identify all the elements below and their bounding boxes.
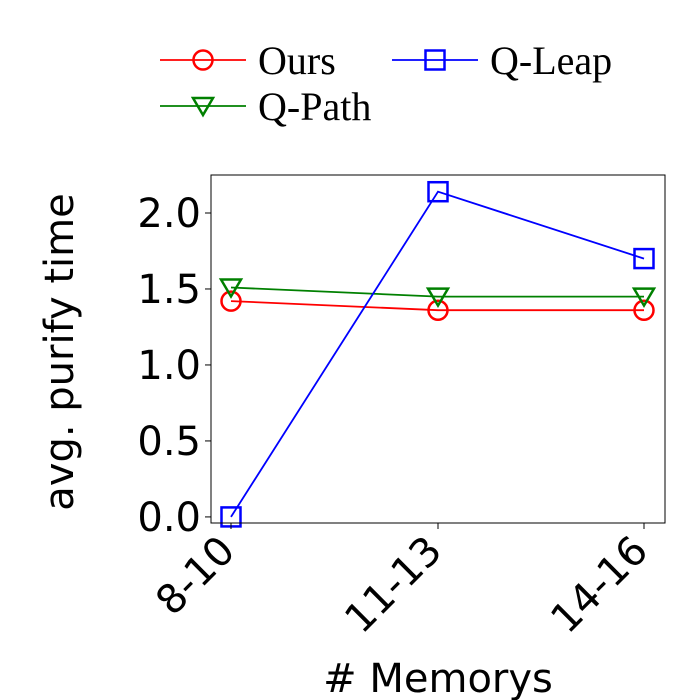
legend: Ours Q-Leap Q-Path — [160, 38, 612, 129]
series-line-ours — [230, 300, 644, 312]
x-tick-label: 11-13 — [336, 528, 451, 643]
y-tick-label: 1.5 — [137, 267, 201, 313]
legend-marker — [424, 49, 446, 71]
y-axis-label: avg. purify time — [37, 193, 83, 510]
y-axis: 0.0 0.5 1.0 1.5 2.0 — [137, 191, 211, 541]
series-line-q-leap — [230, 190, 645, 518]
legend-marker — [190, 96, 216, 118]
legend-label: Q-Leap — [490, 38, 612, 83]
y-tick-label: 0.0 — [137, 495, 201, 541]
legend-item-ours: Ours — [160, 38, 336, 83]
legend-label: Q-Path — [258, 84, 371, 129]
legend-item-q-path: Q-Path — [160, 84, 371, 129]
data-point-q-path — [631, 287, 657, 309]
x-axis: 8-10 11-13 14-16 — [147, 523, 657, 642]
y-tick-label: 2.0 — [137, 191, 201, 237]
data-point-ours — [633, 299, 655, 321]
plot-frame — [210, 174, 666, 524]
data-point-ours — [427, 299, 449, 321]
data-point-q-path — [218, 278, 244, 299]
legend-item-q-leap: Q-Leap — [392, 38, 612, 83]
y-tick-label: 0.5 — [137, 419, 201, 465]
x-tick-label: 14-16 — [542, 528, 657, 643]
data-point-q-leap — [633, 247, 655, 270]
legend-label: Ours — [258, 38, 336, 83]
plot-area — [210, 174, 666, 528]
y-tick-label: 1.0 — [137, 343, 201, 389]
series-line-q-path — [230, 286, 644, 298]
x-axis-label: # Memorys — [323, 656, 553, 700]
x-tick-label: 8-10 — [147, 528, 244, 625]
data-point-q-path — [425, 287, 451, 309]
legend-marker — [192, 49, 214, 71]
data-point-ours — [220, 290, 242, 312]
data-point-q-leap — [427, 180, 449, 203]
